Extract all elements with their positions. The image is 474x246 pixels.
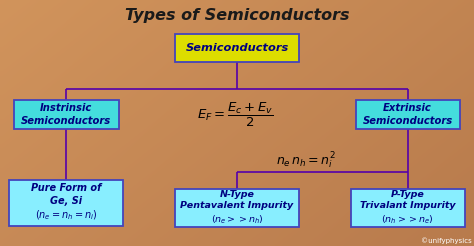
- FancyBboxPatch shape: [175, 34, 299, 62]
- Text: Extrinsic
Semiconductors: Extrinsic Semiconductors: [363, 103, 453, 126]
- Text: Semiconductors: Semiconductors: [185, 43, 289, 53]
- Text: Pure Form of
Ge, Si
$(n_e = n_h = n_i)$: Pure Form of Ge, Si $(n_e = n_h = n_i)$: [31, 184, 101, 222]
- FancyBboxPatch shape: [9, 180, 123, 226]
- FancyBboxPatch shape: [175, 189, 299, 227]
- Text: ©unifyphysics: ©unifyphysics: [421, 237, 472, 244]
- Text: Instrinsic
Semiconductors: Instrinsic Semiconductors: [21, 103, 111, 126]
- Text: Types of Semiconductors: Types of Semiconductors: [125, 8, 349, 23]
- FancyBboxPatch shape: [14, 100, 118, 128]
- Text: $E_F = \dfrac{E_c + E_v}{2}$: $E_F = \dfrac{E_c + E_v}{2}$: [197, 100, 274, 128]
- Text: P-Type
Trivalant Impurity
$(n_h >> n_e)$: P-Type Trivalant Impurity $(n_h >> n_e)$: [360, 190, 456, 226]
- FancyBboxPatch shape: [351, 189, 465, 227]
- Text: $n_e\,n_h = n_i^2$: $n_e\,n_h = n_i^2$: [276, 151, 336, 171]
- Text: N-Type
Pentavalent Impurity
$(n_e >> n_h)$: N-Type Pentavalent Impurity $(n_e >> n_h…: [181, 190, 293, 226]
- FancyBboxPatch shape: [356, 100, 460, 128]
